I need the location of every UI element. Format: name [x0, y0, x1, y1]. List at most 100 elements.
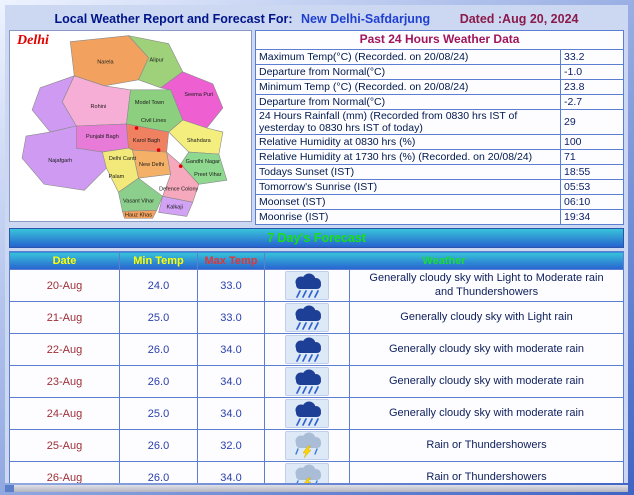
- forecast-banner: 7 Day's Forecast: [9, 228, 624, 248]
- past24-label: Relative Humidity at 0830 hrs (%): [255, 134, 561, 151]
- map-label: Defence Colony: [159, 186, 198, 192]
- map-label: Hauz Khas: [125, 212, 152, 218]
- rain-cloud-icon: [285, 367, 329, 396]
- forecast-header-row: Date Min Temp Max Temp Weather: [9, 251, 624, 270]
- past24-label: Relative Humidity at 1730 hrs (%) (Recor…: [255, 149, 561, 166]
- forecast-min-temp: 25.0: [119, 301, 198, 334]
- forecast-date: 24-Aug: [9, 397, 120, 430]
- forecast-min-temp: 26.0: [119, 333, 198, 366]
- table-row: Departure from Normal(°C) -2.7: [255, 94, 624, 110]
- forecast-max-temp: 34.0: [197, 333, 265, 366]
- thundershower-icon: [285, 463, 329, 483]
- past24-label: Todays Sunset (IST): [255, 164, 561, 181]
- map-marker: [178, 164, 183, 168]
- table-row: 24 Hours Rainfall (mm) (Recorded from 08…: [255, 108, 624, 136]
- thundershower-icon: [285, 431, 329, 460]
- past24-value: 29: [560, 108, 624, 136]
- forecast-description: Rain or Thundershowers: [349, 429, 624, 462]
- forecast-description: Generally cloudy sky with moderate rain: [349, 333, 624, 366]
- table-row: Tomorrow's Sunrise (IST) 05:53: [255, 179, 624, 196]
- forecast-row: 22-Aug 26.0 34.0 Generally cloudy sky wi…: [9, 333, 624, 366]
- forecast-date: 20-Aug: [9, 269, 120, 302]
- map-title: Delhi: [17, 33, 49, 48]
- rain-cloud-icon: [285, 303, 329, 332]
- map-label: Narela: [97, 60, 114, 66]
- past-24-hours-table: Past 24 Hours Weather Data Maximum Temp(…: [255, 30, 624, 226]
- forecast-icon-cell: [264, 397, 350, 430]
- forecast-max-temp: 34.0: [197, 365, 265, 398]
- rain-cloud-icon: [285, 399, 329, 428]
- past24-value: 18:55: [560, 164, 624, 181]
- table-row: Todays Sunset (IST) 18:55: [255, 164, 624, 181]
- forecast-date: 25-Aug: [9, 429, 120, 462]
- rain-cloud-icon: [285, 335, 329, 364]
- map-label: Kalkaji: [167, 204, 183, 210]
- report-title: Local Weather Report and Forecast For:: [54, 12, 293, 26]
- forecast-icon-cell: [264, 365, 350, 398]
- past24-value: 71: [560, 149, 624, 166]
- region-kalkaji: [158, 195, 194, 217]
- forecast-table: Date Min Temp Max Temp Weather 20-Aug 24…: [9, 251, 624, 483]
- past24-value: -2.7: [560, 94, 624, 110]
- past24-value: 19:34: [560, 209, 624, 226]
- map-label: Seema Puri: [184, 92, 213, 98]
- forecast-icon-cell: [264, 301, 350, 334]
- map-label: Rohini: [91, 104, 107, 110]
- forecast-max-temp: 34.0: [197, 461, 265, 483]
- map-label: Punjabi Bagh: [86, 134, 119, 140]
- top-section: Delhi: [9, 30, 624, 226]
- report-header: Local Weather Report and Forecast For: N…: [9, 9, 624, 30]
- map-label: Palam: [109, 174, 125, 180]
- map-label: Alipur: [150, 58, 164, 64]
- column-header-max-temp: Max Temp: [197, 251, 265, 270]
- map-label: Delhi Cantt: [109, 156, 137, 162]
- weather-report-page: Local Weather Report and Forecast For: N…: [5, 5, 628, 483]
- horizontal-scrollbar[interactable]: [5, 485, 628, 492]
- delhi-map-svg: Narela Alipur Seema Puri Rohini Model To…: [21, 35, 228, 219]
- past24-label: Minimum Temp (°C) (Recorded. on 20/08/24…: [255, 79, 561, 95]
- forecast-row: 26-Aug 26.0 34.0 Rain or Thundershowers: [9, 461, 624, 483]
- past24-label: 24 Hours Rainfall (mm) (Recorded from 08…: [255, 108, 561, 136]
- forecast-icon-cell: [264, 269, 350, 302]
- map-label: Gandhi Nagar: [186, 159, 221, 165]
- past24-title: Past 24 Hours Weather Data: [255, 30, 624, 50]
- table-row: Relative Humidity at 1730 hrs (%) (Recor…: [255, 149, 624, 166]
- past24-label: Maximum Temp(°C) (Recorded. on 20/08/24): [255, 49, 561, 65]
- past24-label: Departure from Normal(°C): [255, 94, 561, 110]
- map-marker: [134, 126, 139, 130]
- map-label: Shahdara: [187, 138, 212, 144]
- past24-value: 100: [560, 134, 624, 151]
- forecast-row: 21-Aug 25.0 33.0 Generally cloudy sky wi…: [9, 301, 624, 334]
- past24-value: 06:10: [560, 194, 624, 211]
- past24-label: Departure from Normal(°C): [255, 64, 561, 80]
- table-row: Moonset (IST) 06:10: [255, 194, 624, 211]
- forecast-row: 24-Aug 25.0 34.0 Generally cloudy sky wi…: [9, 397, 624, 430]
- forecast-max-temp: 33.0: [197, 301, 265, 334]
- report-date: Dated :Aug 20, 2024: [459, 12, 579, 26]
- forecast-icon-cell: [264, 429, 350, 462]
- table-row: Departure from Normal(°C) -1.0: [255, 64, 624, 80]
- map-label: Model Town: [135, 100, 164, 106]
- region-vasant-vihar: [118, 177, 164, 212]
- forecast-date: 23-Aug: [9, 365, 120, 398]
- forecast-description: Generally cloudy sky with Light rain: [349, 301, 624, 334]
- past24-value: 05:53: [560, 179, 624, 196]
- forecast-banner-title: 7 Day's Forecast: [267, 231, 366, 245]
- map-label: Civil Lines: [141, 118, 166, 124]
- scrollbar-button[interactable]: [5, 485, 14, 492]
- past24-title-row: Past 24 Hours Weather Data: [255, 30, 624, 50]
- column-header-min-temp: Min Temp: [119, 251, 198, 270]
- map-label: Preet Vihar: [194, 172, 222, 178]
- forecast-max-temp: 33.0: [197, 269, 265, 302]
- forecast-min-temp: 25.0: [119, 397, 198, 430]
- forecast-description: Generally cloudy sky with moderate rain: [349, 397, 624, 430]
- table-row: Moonrise (IST) 19:34: [255, 209, 624, 226]
- past24-value: 33.2: [560, 49, 624, 65]
- forecast-row: 20-Aug 24.0 33.0 Generally cloudy sky wi…: [9, 269, 624, 302]
- station-name: New Delhi-Safdarjung: [301, 12, 431, 26]
- forecast-min-temp: 26.0: [119, 365, 198, 398]
- forecast-date: 22-Aug: [9, 333, 120, 366]
- past24-value: -1.0: [560, 64, 624, 80]
- forecast-min-temp: 26.0: [119, 461, 198, 483]
- map-marker: [156, 148, 161, 152]
